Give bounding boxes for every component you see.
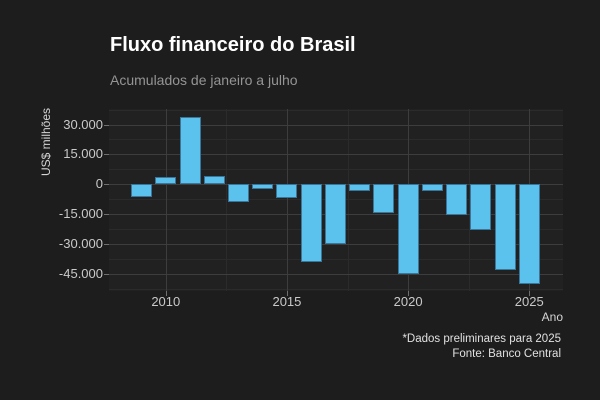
gridline-x-2010 xyxy=(165,109,167,291)
footnote-text: *Dados preliminares para 2025 xyxy=(402,333,561,345)
chart-title: Fluxo financeiro do Brasil xyxy=(110,34,356,56)
bar-2013 xyxy=(227,184,249,203)
x-tick-2025 xyxy=(529,291,531,296)
bar-2016 xyxy=(300,184,322,262)
y-tick-label-0: 0 xyxy=(95,176,103,192)
bar-2024 xyxy=(494,184,516,270)
y-tick--15000 xyxy=(104,214,109,216)
bar-2014 xyxy=(252,184,274,190)
gridline-x-minor-2017.5 xyxy=(347,109,349,291)
x-tick-2020 xyxy=(408,291,410,296)
x-tick-label-2015: 2015 xyxy=(272,294,302,309)
bar-2023 xyxy=(470,184,492,231)
gridline-y--45000 xyxy=(109,273,563,275)
y-tick-label-30000: 30.000 xyxy=(63,116,103,132)
bar-2019 xyxy=(373,184,395,214)
source-text: Fonte: Banco Central xyxy=(452,347,561,360)
gridline-y-30000 xyxy=(109,124,563,126)
x-tick-label-2025: 2025 xyxy=(514,294,544,309)
gridline-y-minor-37500 xyxy=(109,109,563,111)
y-tick--45000 xyxy=(104,273,109,275)
bar-2011 xyxy=(179,116,201,185)
gridline-x-minor-2012.5 xyxy=(226,109,228,291)
gridline-y-minor-22500 xyxy=(109,139,563,141)
gridline-x-minor-2022.5 xyxy=(468,109,470,291)
y-tick-label--15000: -15.000 xyxy=(58,206,103,222)
y-tick-15000 xyxy=(104,154,109,156)
y-tick-label--30000: -30.000 xyxy=(58,236,103,252)
bar-2022 xyxy=(446,184,468,216)
gridline-y--30000 xyxy=(109,244,563,246)
bar-2020 xyxy=(397,184,419,274)
bar-2025 xyxy=(518,184,540,284)
y-tick-30000 xyxy=(104,124,109,126)
x-tick-2010 xyxy=(165,291,167,296)
y-tick-label-15000: 15.000 xyxy=(63,146,103,162)
bar-2021 xyxy=(421,184,443,192)
chart-caption: *Dados preliminares para 2025 Fonte: Ban… xyxy=(402,332,561,361)
gridline-y-minor--37500 xyxy=(109,259,563,260)
bar-2010 xyxy=(155,177,177,185)
y-tick--30000 xyxy=(104,244,109,246)
x-tick-label-2010: 2010 xyxy=(151,294,181,309)
chart-subtitle: Acumulados de janeiro a julho xyxy=(110,72,298,88)
y-tick-label--45000: -45.000 xyxy=(58,265,103,281)
bar-2012 xyxy=(203,176,225,185)
plot-panel xyxy=(109,109,563,291)
bar-2018 xyxy=(349,184,371,192)
x-axis-title: Ano xyxy=(541,310,563,324)
gridline-y-15000 xyxy=(109,154,563,156)
gridline-y-minor--52500 xyxy=(109,288,563,290)
bar-2017 xyxy=(324,184,346,245)
bar-2015 xyxy=(276,184,298,199)
x-tick-2015 xyxy=(286,291,288,296)
bar-2009 xyxy=(131,184,153,198)
y-tick-0 xyxy=(104,184,109,186)
y-axis-title: US$ milhões xyxy=(39,107,53,177)
x-tick-label-2020: 2020 xyxy=(393,294,423,309)
gridline-x-2015 xyxy=(286,109,288,291)
gridline-y-minor-7500 xyxy=(109,169,563,171)
